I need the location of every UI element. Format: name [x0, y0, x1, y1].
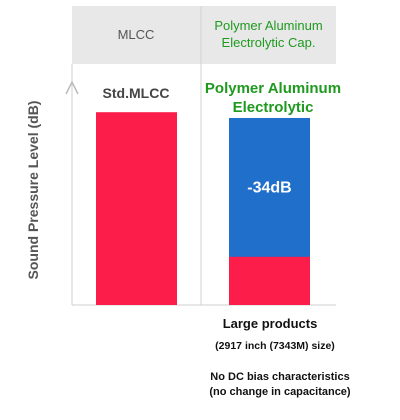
bias-note-line-1: No DC bias characteristics	[210, 371, 350, 383]
bias-note-line-2: (no change in capacitance)	[209, 386, 351, 399]
bar-std-mlcc	[96, 112, 177, 305]
category-label-std-mlcc: Std.MLCC	[102, 85, 170, 101]
bar-polymer	[229, 256, 310, 305]
column-header-polymer: Polymer Aluminum Electrolytic Cap.	[214, 18, 323, 50]
y-axis-label: Sound Pressure Level (dB)	[25, 100, 41, 280]
bias-note: No DC bias characteristics (no change in…	[190, 370, 370, 401]
reduction-label: -34dB	[247, 179, 291, 196]
column-header-mlcc: MLCC	[117, 26, 155, 42]
category-label-polymer: Polymer Aluminum Electrolytic	[204, 80, 342, 116]
header-band	[72, 6, 336, 64]
size-title: Large products	[222, 316, 318, 331]
size-detail: (2917 inch (7343M) size)	[215, 340, 335, 352]
y-axis-arrow-icon	[65, 80, 79, 95]
